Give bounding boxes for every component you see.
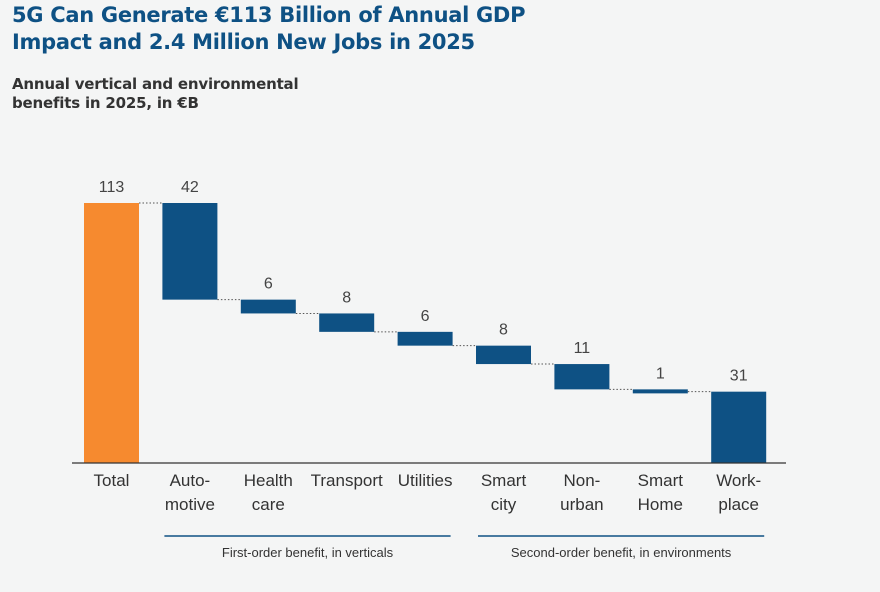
category-label: Transport xyxy=(311,471,383,490)
chart-subtitle-line-2: benefits in 2025, in €B xyxy=(12,94,199,112)
category-label: motive xyxy=(165,495,215,514)
bar-value-label: 1 xyxy=(656,365,665,382)
category-label: Utilities xyxy=(398,471,453,490)
waterfall-bar xyxy=(632,389,688,394)
category-label: Smart xyxy=(481,471,527,490)
category-label: Health xyxy=(244,471,293,490)
chart-subtitle-line-1: Annual vertical and environmental xyxy=(12,75,299,93)
group-label: Second-order benefit, in environments xyxy=(511,545,732,560)
waterfall-bar xyxy=(554,364,610,390)
chart-title-line-1: 5G Can Generate €113 Billion of Annual G… xyxy=(12,3,526,27)
bar-value-label: 42 xyxy=(181,179,199,196)
chart-subtitle: Annual vertical and environmental benefi… xyxy=(12,75,299,113)
category-label: Auto- xyxy=(170,471,211,490)
waterfall-bar xyxy=(240,299,296,314)
category-label: care xyxy=(252,495,285,514)
bar-value-label: 8 xyxy=(342,289,351,306)
bar-value-label: 8 xyxy=(499,322,508,339)
waterfall-bar xyxy=(476,345,531,365)
category-label: place xyxy=(718,495,759,514)
category-label: Home xyxy=(638,495,683,514)
waterfall-bar xyxy=(397,331,453,346)
total-value-label: 113 xyxy=(99,179,125,196)
total-category-label: Total xyxy=(94,471,130,490)
waterfall-bar xyxy=(711,391,767,463)
group-label: First-order benefit, in verticals xyxy=(222,545,394,560)
chart-title: 5G Can Generate €113 Billion of Annual G… xyxy=(12,2,525,56)
bar-value-label: 6 xyxy=(421,308,430,325)
bar-value-label: 11 xyxy=(574,340,591,357)
chart-title-line-2: Impact and 2.4 Million New Jobs in 2025 xyxy=(12,30,475,54)
waterfall-bar xyxy=(162,203,218,300)
category-label: Smart xyxy=(638,471,684,490)
waterfall-bar xyxy=(319,313,375,332)
category-label: Non- xyxy=(563,471,600,490)
category-label: city xyxy=(491,495,517,514)
bar-value-label: 31 xyxy=(730,368,748,385)
bar-value-label: 6 xyxy=(264,276,273,293)
category-label: Work- xyxy=(716,471,761,490)
category-label: urban xyxy=(560,495,603,514)
total-bar xyxy=(84,203,139,463)
